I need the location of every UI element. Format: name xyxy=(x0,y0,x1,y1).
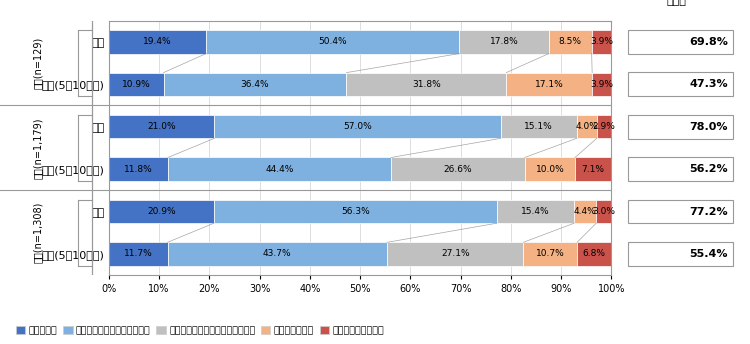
Text: 3.9%: 3.9% xyxy=(590,80,613,89)
Text: 43.7%: 43.7% xyxy=(263,249,292,258)
Text: 4.0%: 4.0% xyxy=(575,122,598,131)
FancyBboxPatch shape xyxy=(628,242,733,266)
Bar xyxy=(506,73,592,96)
Text: 26.6%: 26.6% xyxy=(444,165,472,174)
FancyBboxPatch shape xyxy=(628,30,733,54)
Text: 17.1%: 17.1% xyxy=(535,80,563,89)
Bar xyxy=(109,242,167,266)
Text: 27.1%: 27.1% xyxy=(441,249,470,258)
Text: 7.1%: 7.1% xyxy=(581,165,604,174)
Text: 50.4%: 50.4% xyxy=(319,37,347,46)
Bar xyxy=(164,73,346,96)
Bar xyxy=(460,30,549,54)
Text: 10.7%: 10.7% xyxy=(536,249,565,258)
Bar xyxy=(206,30,460,54)
Bar xyxy=(577,242,611,266)
Bar xyxy=(214,115,501,138)
Text: 8.5%: 8.5% xyxy=(559,37,582,46)
Text: 15.4%: 15.4% xyxy=(521,207,550,216)
Text: 10.9%: 10.9% xyxy=(122,80,151,89)
Text: 3.0%: 3.0% xyxy=(592,207,615,216)
Text: 31.8%: 31.8% xyxy=(412,80,441,89)
Bar xyxy=(597,115,611,138)
Text: 56.3%: 56.3% xyxy=(340,207,370,216)
Bar xyxy=(574,200,596,223)
Text: 44.4%: 44.4% xyxy=(266,165,294,174)
Text: 3.9%: 3.9% xyxy=(590,37,613,46)
Bar xyxy=(525,158,575,181)
Text: 36.4%: 36.4% xyxy=(241,80,269,89)
Bar xyxy=(346,73,506,96)
Bar xyxy=(577,115,597,138)
Text: 全者(n=1,308): 全者(n=1,308) xyxy=(33,202,43,264)
Text: 21.0%: 21.0% xyxy=(147,122,176,131)
Bar xyxy=(109,200,214,223)
Bar xyxy=(596,200,611,223)
Text: 10.0%: 10.0% xyxy=(536,165,564,174)
FancyBboxPatch shape xyxy=(628,72,733,96)
Bar xyxy=(109,30,206,54)
FancyBboxPatch shape xyxy=(628,157,733,181)
Text: 77.2%: 77.2% xyxy=(689,206,728,217)
Bar xyxy=(109,158,168,181)
Text: 肯定計: 肯定計 xyxy=(667,0,687,6)
Legend: 当てはまる, どちらかと言えば当てはまる, どちらかと言えば当てはまらない, 当てはまらない, どちらとも言えない: 当てはまる, どちらかと言えば当てはまる, どちらかと言えば当てはまらない, 当… xyxy=(12,323,388,339)
Text: 男性(n=1,179): 男性(n=1,179) xyxy=(33,117,43,179)
Bar xyxy=(496,200,574,223)
Text: 56.2%: 56.2% xyxy=(689,164,728,174)
Bar xyxy=(501,115,577,138)
Bar xyxy=(524,242,577,266)
Text: 女性(n=129): 女性(n=129) xyxy=(33,37,43,89)
Bar xyxy=(387,242,524,266)
Text: 11.8%: 11.8% xyxy=(124,165,153,174)
Text: 69.8%: 69.8% xyxy=(689,37,728,47)
Text: 17.8%: 17.8% xyxy=(490,37,518,46)
FancyBboxPatch shape xyxy=(628,200,733,224)
Text: 19.4%: 19.4% xyxy=(143,37,172,46)
Text: 78.0%: 78.0% xyxy=(689,122,728,132)
Bar xyxy=(167,242,387,266)
Bar xyxy=(592,73,612,96)
Bar xyxy=(575,158,610,181)
Bar xyxy=(392,158,525,181)
Bar xyxy=(109,73,164,96)
FancyBboxPatch shape xyxy=(628,115,733,139)
Text: 55.4%: 55.4% xyxy=(689,249,728,259)
Bar xyxy=(549,30,592,54)
Bar xyxy=(592,30,611,54)
Bar xyxy=(168,158,392,181)
Text: 15.1%: 15.1% xyxy=(524,122,553,131)
Text: 11.7%: 11.7% xyxy=(124,249,152,258)
Text: 47.3%: 47.3% xyxy=(689,79,728,89)
Bar xyxy=(214,200,496,223)
Text: 2.9%: 2.9% xyxy=(592,122,616,131)
Text: 57.0%: 57.0% xyxy=(343,122,372,131)
Text: 20.9%: 20.9% xyxy=(147,207,176,216)
Text: 4.4%: 4.4% xyxy=(574,207,596,216)
Bar xyxy=(109,115,214,138)
Text: 6.8%: 6.8% xyxy=(583,249,606,258)
